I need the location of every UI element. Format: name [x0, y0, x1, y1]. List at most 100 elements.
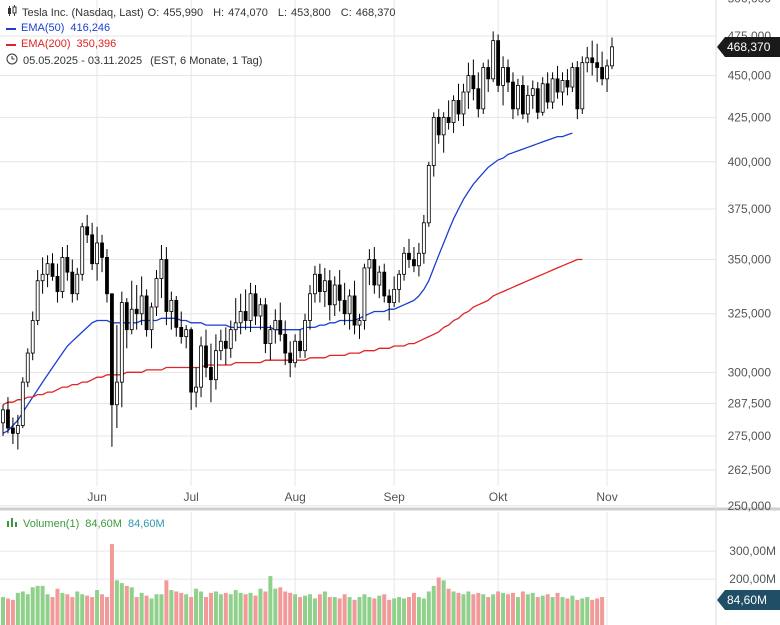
- range-legend: 05.05.2025 - 03.11.2025 (EST, 6 Monate, …: [6, 53, 262, 70]
- volume-bar: [114, 580, 119, 625]
- volume-bar: [585, 597, 590, 625]
- volume-bar: [228, 594, 233, 625]
- candle-body: [199, 345, 203, 388]
- ema200-legend[interactable]: EMA(200) 350,396: [6, 37, 116, 52]
- candlestick-icon: [6, 5, 18, 22]
- candle-body: [80, 226, 85, 275]
- price-tick-label: 287,500: [728, 396, 772, 410]
- candle-body: [402, 252, 406, 275]
- candle-body: [35, 280, 40, 321]
- candle-body: [164, 259, 169, 312]
- volume-bar: [362, 594, 367, 625]
- last-price-value: 468,370: [725, 36, 780, 57]
- close-label: C:: [340, 7, 352, 19]
- volume-bar: [149, 598, 154, 625]
- candle-body: [516, 84, 520, 110]
- candle-body: [580, 62, 585, 110]
- candle-body: [204, 345, 208, 368]
- candle-body: [253, 293, 258, 317]
- candle-body: [357, 320, 362, 326]
- candle-body: [525, 94, 530, 115]
- candle-body: [30, 320, 35, 354]
- volume-bar: [134, 597, 139, 625]
- candle-body: [352, 295, 357, 326]
- candle-body: [263, 304, 268, 345]
- open-label: O:: [147, 7, 160, 19]
- candle-body: [362, 267, 367, 321]
- candle-body: [6, 409, 10, 429]
- volume-bar: [298, 597, 303, 625]
- volume-bar: [426, 591, 431, 625]
- volume-value-b: 84,60M: [127, 518, 165, 530]
- volume-bar: [15, 592, 20, 625]
- time-tick-label: Jun: [87, 490, 106, 504]
- volume-bar: [288, 592, 293, 625]
- volume-bar: [85, 595, 90, 625]
- candle-body: [431, 117, 436, 166]
- candle-body: [397, 273, 401, 290]
- candle-body: [496, 40, 501, 86]
- volume-bar: [109, 543, 114, 625]
- candle-body: [278, 320, 283, 335]
- volume-bar: [545, 594, 550, 625]
- candle-body: [545, 83, 550, 103]
- volume-bar: [496, 591, 501, 625]
- candle-body: [585, 57, 590, 64]
- ema50-value: 416,246: [70, 22, 111, 34]
- volume-bar: [204, 597, 208, 625]
- candle-body: [456, 99, 461, 115]
- volume-bar: [322, 591, 327, 625]
- candle-body: [184, 329, 189, 338]
- candle-body: [610, 46, 614, 67]
- ema200-line: [2, 258, 583, 406]
- volume-bar: [25, 594, 30, 625]
- high-label: H:: [213, 7, 225, 19]
- volume-bar: [60, 592, 65, 625]
- candle-body: [372, 259, 377, 286]
- volume-bar: [456, 592, 461, 625]
- price-tick-label: 262,500: [728, 463, 772, 477]
- candle-body: [501, 67, 505, 86]
- volume-bar: [520, 591, 525, 625]
- volume-bar: [515, 597, 520, 625]
- candle-body: [491, 40, 496, 80]
- volume-bar: [213, 591, 218, 625]
- volume-bar: [100, 594, 105, 625]
- volume-bar: [471, 594, 476, 625]
- candle-body: [159, 259, 164, 279]
- candle-body: [60, 257, 65, 292]
- volume-bar: [144, 595, 149, 625]
- volume-bar: [332, 597, 337, 625]
- volume-bar: [10, 599, 15, 625]
- candle-body: [293, 340, 298, 364]
- volume-bar: [476, 592, 481, 625]
- ema200-value: 350,396: [76, 38, 117, 50]
- volume-bar: [273, 588, 278, 625]
- candle-body: [144, 295, 149, 331]
- candle-body: [75, 273, 80, 295]
- volume-bar: [411, 592, 416, 625]
- volume-bar: [55, 588, 60, 625]
- volume-bar: [392, 598, 397, 625]
- candle-body: [590, 57, 595, 64]
- candle-body: [303, 320, 307, 352]
- candle-body: [327, 280, 332, 306]
- price-tick-label: 300,000: [728, 365, 772, 379]
- ema50-legend[interactable]: EMA(50) 416,246: [6, 21, 110, 36]
- volume-bar: [5, 598, 10, 625]
- candle-body: [317, 273, 322, 292]
- candle-body: [377, 271, 382, 286]
- volume-bar: [20, 591, 25, 625]
- volume-legend[interactable]: Volumen(1) 84,60M 84,60M: [6, 516, 165, 533]
- volume-bar: [352, 599, 357, 625]
- candle-body: [506, 67, 510, 83]
- ema50-line: [2, 132, 573, 434]
- candle-body: [90, 234, 95, 265]
- candle-body: [298, 340, 302, 352]
- range-info: (EST, 6 Monate, 1 Tag): [150, 55, 263, 67]
- candle-body: [451, 99, 456, 123]
- volume-bar: [90, 597, 95, 625]
- volume-bar: [491, 594, 496, 625]
